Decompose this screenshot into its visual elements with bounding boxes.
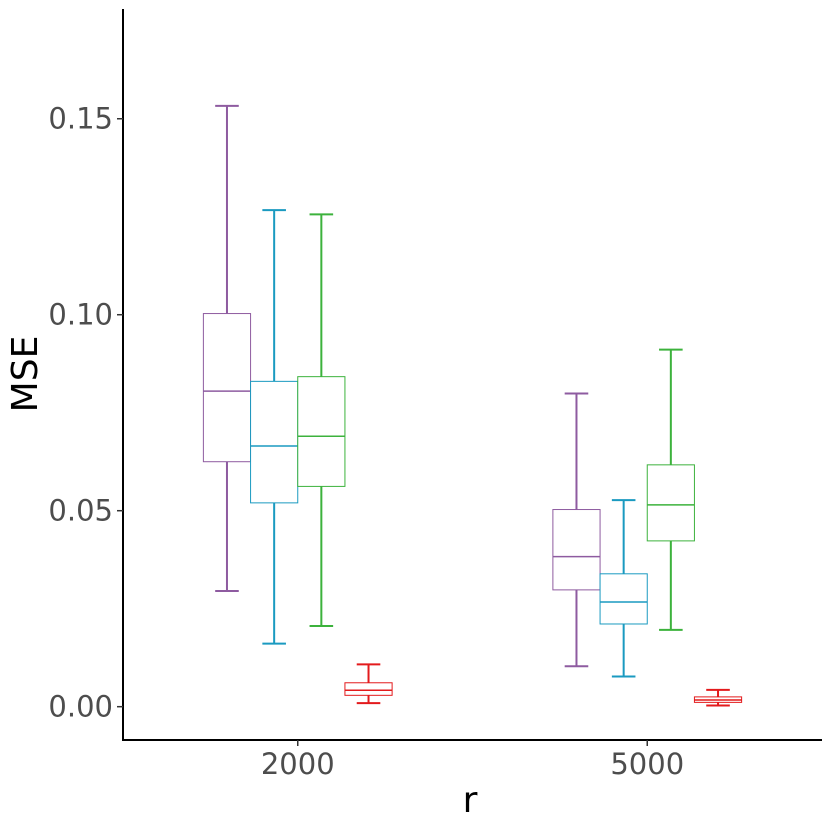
box-2000-series-2 [250, 209, 299, 645]
y-tick-label: 0.05 [48, 494, 113, 528]
box-5000-series-1 [552, 392, 601, 668]
box-5000-series-3 [646, 348, 695, 631]
x-axis-title: r [463, 780, 478, 821]
x-tick-label: 5000 [610, 747, 684, 781]
y-tick-label: 0.15 [48, 102, 113, 136]
iqr-box [250, 380, 299, 504]
y-tick-label: 0.00 [48, 690, 113, 724]
x-axis-ticks: 2000 5000 [261, 740, 684, 781]
box-2000-series-4 [344, 663, 393, 705]
box-2000-series-1 [202, 104, 252, 593]
iqr-box [646, 464, 695, 542]
iqr-box [552, 509, 601, 591]
iqr-box [344, 682, 393, 696]
iqr-box [202, 313, 252, 463]
box-5000-series-4 [693, 688, 743, 707]
box-2000-series-3 [297, 213, 346, 627]
iqr-box [297, 376, 346, 487]
iqr-box [599, 573, 648, 625]
y-axis-ticks: 0.00 0.05 0.10 0.15 [48, 102, 123, 724]
y-axis-title: MSE [5, 336, 46, 413]
box-5000-series-2 [599, 499, 648, 678]
y-tick-label: 0.10 [48, 298, 113, 332]
x-tick-label: 2000 [261, 747, 335, 781]
boxplot-marks [202, 104, 743, 707]
